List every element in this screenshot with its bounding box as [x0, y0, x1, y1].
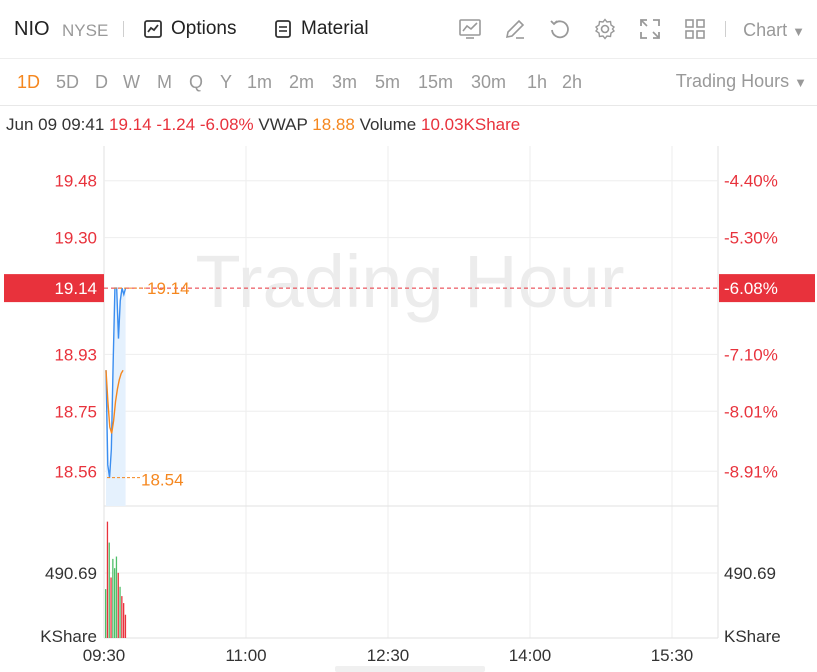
pct-axis-label: -5.30%: [724, 229, 778, 248]
pct-axis-label: -8.01%: [724, 402, 778, 421]
chart-line-icon[interactable]: [458, 17, 482, 41]
period-5d[interactable]: 5D: [56, 72, 80, 92]
volume-bar: [117, 572, 119, 638]
volume-label: Volume: [359, 115, 417, 134]
vwap-line: [105, 369, 124, 434]
price-axis-label: 19.30: [54, 229, 97, 248]
period-2h[interactable]: 2h: [562, 72, 583, 92]
options-button[interactable]: Options: [143, 16, 236, 42]
time-tick-label: 15:30: [651, 646, 694, 665]
period-3m[interactable]: 3m: [332, 72, 358, 92]
top-toolbar: NIO NYSE Options Material: [0, 0, 817, 59]
period-w[interactable]: W: [123, 72, 140, 92]
options-chart-icon: [144, 20, 162, 38]
chevron-down-icon: ▼: [794, 75, 807, 90]
divider: [725, 21, 726, 37]
pct-axis-label: -7.10%: [724, 345, 778, 364]
volume-bar: [119, 586, 121, 638]
period-30m[interactable]: 30m: [471, 72, 507, 92]
period-1d[interactable]: 1D: [17, 72, 41, 92]
horizontal-scrollbar: [335, 666, 485, 672]
quote-price: 19.14: [109, 115, 152, 134]
grid-icon[interactable]: [683, 17, 707, 41]
gear-icon[interactable]: [593, 17, 617, 41]
chart-type-label: Chart: [743, 20, 788, 40]
low-label: 18.54: [141, 471, 184, 490]
volume-axis-label: 490.69: [724, 564, 776, 583]
period-5m[interactable]: 5m: [375, 72, 401, 92]
time-tick-label: 12:30: [367, 646, 410, 665]
material-button[interactable]: Material: [273, 16, 369, 42]
vwap-label: VWAP: [258, 115, 308, 134]
edit-icon[interactable]: [503, 17, 527, 41]
material-label: Material: [301, 18, 369, 39]
document-icon: [275, 20, 291, 38]
volume-bar: [106, 521, 109, 638]
volume-bar: [108, 542, 110, 638]
price-chart[interactable]: Trading Hour 19.48 -4.40% 19.30 -5.30% 18.93…: [0, 142, 817, 672]
current-pct-tag-text: -6.08%: [724, 279, 778, 298]
period-d[interactable]: D: [95, 72, 108, 92]
vwap-value: 18.88: [312, 115, 355, 134]
quote-info-line: Jun 09 09:41 19.14 -1.24 -6.08% VWAP 18.…: [6, 115, 520, 135]
volume-bar: [123, 603, 125, 638]
price-axis-label: 19.48: [54, 172, 97, 191]
volume-bar: [121, 596, 123, 638]
volume-bar: [110, 577, 112, 638]
period-2m[interactable]: 2m: [289, 72, 315, 92]
period-y[interactable]: Y: [220, 72, 233, 92]
divider: [123, 21, 124, 37]
time-tick-label: 14:00: [509, 646, 552, 665]
price-axis-label: 18.56: [54, 462, 97, 481]
ticker-symbol: NIO: [14, 18, 50, 40]
trading-hours-label: Trading Hours: [675, 71, 790, 91]
volume-bar: [124, 614, 127, 638]
time-tick-label: 09:30: [83, 646, 126, 665]
price-axis-label: 18.75: [54, 402, 97, 421]
period-m[interactable]: M: [157, 72, 172, 92]
period-15m[interactable]: 15m: [418, 72, 454, 92]
price-axis-label: 18.93: [54, 345, 97, 364]
chart-grid: [103, 146, 719, 639]
period-selector: 1D 5D D W M Q Y 1m 2m 3m 5m 15m 30m 1h 2…: [0, 59, 817, 106]
current-pct-tag: [719, 274, 815, 303]
current-price-tag-text: 19.14: [54, 279, 97, 298]
volume-value: 10.03KShare: [421, 115, 521, 134]
exchange-label: NYSE: [62, 21, 109, 40]
period-1m[interactable]: 1m: [247, 72, 273, 92]
trading-hours-dropdown[interactable]: Trading Hours ▼: [676, 71, 807, 92]
chart-type-dropdown[interactable]: Chart ▼: [743, 17, 805, 45]
current-price-tag: [4, 274, 104, 303]
quote-change-pct: -6.08%: [199, 115, 254, 134]
fullscreen-icon[interactable]: [638, 17, 662, 41]
period-1h[interactable]: 1h: [527, 72, 548, 92]
chart-watermark: Trading Hour: [195, 240, 624, 323]
volume-axis-label: 490.69: [45, 564, 97, 583]
pct-axis-label: -4.40%: [724, 172, 778, 191]
volume-bars: [105, 521, 127, 638]
volume-bar: [105, 589, 107, 638]
refresh-icon[interactable]: [548, 17, 572, 41]
quote-datetime: Jun 09 09:41: [6, 115, 105, 134]
pct-axis-label: -8.91%: [724, 462, 778, 481]
chevron-down-icon: ▼: [792, 24, 805, 39]
volume-unit-label: KShare: [40, 627, 97, 646]
volume-unit-label: KShare: [724, 627, 781, 646]
high-label: 19.14: [147, 279, 190, 298]
time-tick-label: 11:00: [225, 646, 266, 665]
options-label: Options: [171, 18, 237, 39]
period-q[interactable]: Q: [189, 72, 204, 92]
volume-bar: [115, 556, 118, 638]
volume-bar: [112, 558, 114, 638]
quote-change: -1.24: [156, 115, 196, 134]
volume-bar: [114, 568, 116, 638]
